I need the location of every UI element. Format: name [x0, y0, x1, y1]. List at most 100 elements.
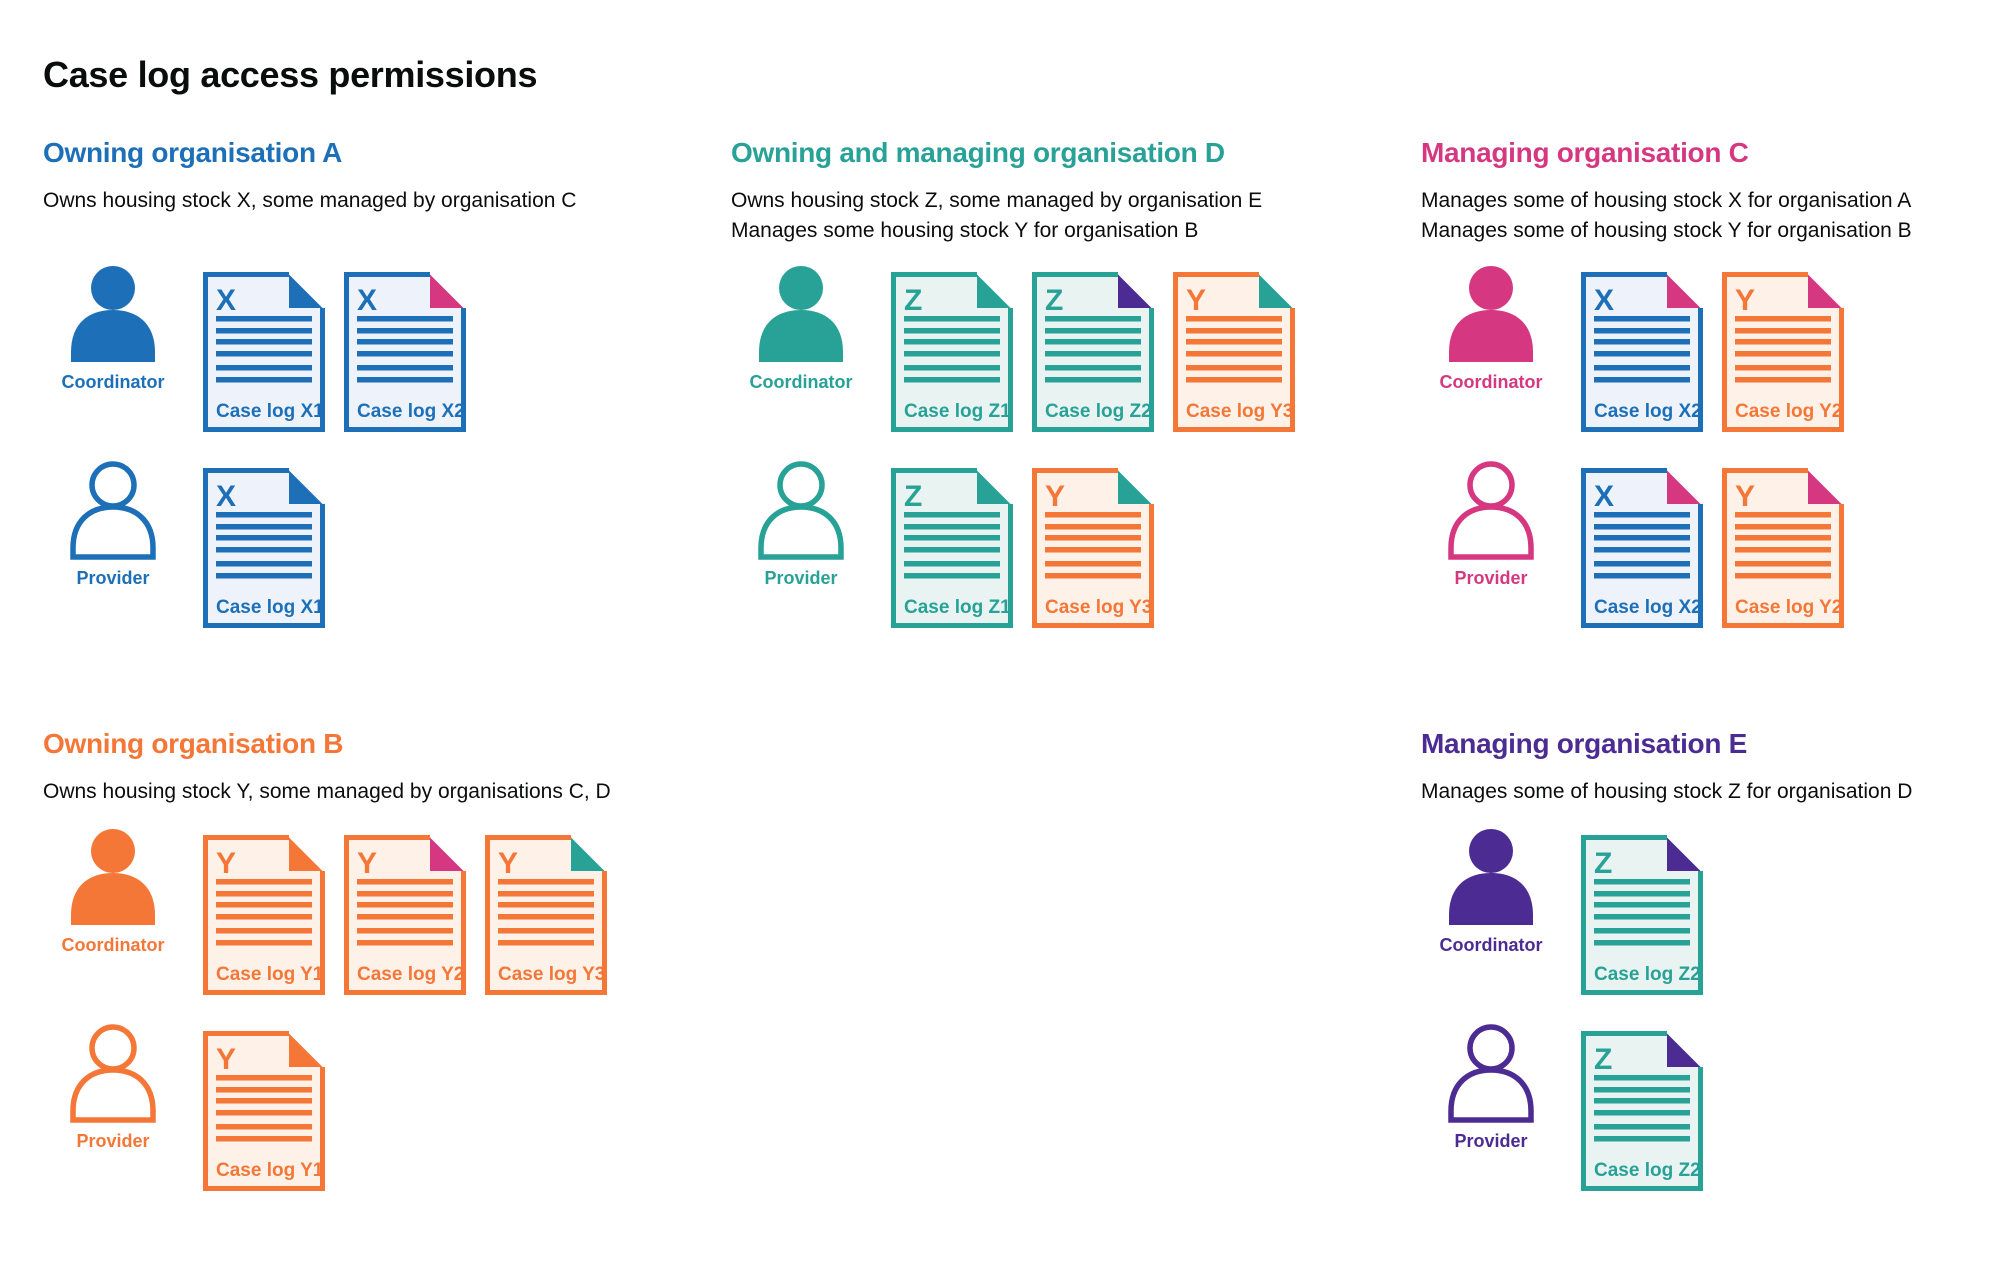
persona-provider: Provider	[731, 460, 871, 589]
stock-letter: Y	[1735, 480, 1755, 513]
stock-letter: Y	[498, 847, 518, 880]
folded-corner-icon	[1118, 470, 1152, 504]
folded-corner-icon	[289, 470, 323, 504]
case-log-document: Z Case log Z2	[1581, 835, 1703, 995]
section-owning-managing-organisation-d: Owning and managing organisation D Owns …	[731, 136, 1401, 628]
section-description-line: Owns housing stock X, some managed by or…	[43, 189, 577, 212]
case-log-document: Y Case log Y3	[1173, 272, 1295, 432]
section-owning-organisation-a: Owning organisation A Owns housing stock…	[43, 136, 713, 628]
stock-letter: Y	[216, 847, 236, 880]
stock-letter: Y	[1045, 480, 1065, 513]
folded-corner-icon	[977, 470, 1011, 504]
document-border	[1581, 1031, 1703, 1191]
folded-corner-icon	[1667, 274, 1701, 308]
persona-provider: Provider	[1421, 460, 1561, 589]
coordinator-person-icon	[1449, 829, 1533, 925]
section-heading: Managing organisation C	[1421, 137, 1749, 168]
case-log-label: Case log Z2	[1594, 1160, 1701, 1181]
persona-coordinator: Coordinator	[43, 264, 183, 393]
case-log-label: Case log Y2	[1735, 597, 1842, 618]
folded-corner-icon	[1118, 274, 1152, 308]
coordinator-row: Coordinator X Case log X1	[43, 266, 466, 432]
case-log-label: Case log Y2	[1735, 401, 1842, 422]
section-heading: Owning organisation B	[43, 728, 344, 759]
page-title: Case log access permissions	[43, 54, 538, 96]
folded-corner-icon	[1667, 470, 1701, 504]
role-label: Coordinator	[61, 372, 165, 392]
document-text-lines	[904, 512, 1000, 579]
document-text-lines	[1735, 316, 1831, 383]
stock-letter: Z	[904, 284, 922, 317]
provider-person-icon	[70, 1024, 156, 1123]
folded-corner-icon	[289, 274, 323, 308]
case-log-label: Case log X1	[216, 401, 324, 422]
coordinator-row: Coordinator X Case log X2	[1421, 266, 1844, 432]
case-log-document: Y Case log Y1	[203, 835, 325, 995]
document-border	[344, 272, 466, 432]
coordinator-person-icon	[71, 829, 155, 925]
document-border	[1581, 468, 1703, 628]
document-text-lines	[904, 316, 1000, 383]
case-log-document: X Case log X1	[203, 272, 325, 432]
document-border	[1032, 272, 1154, 432]
stock-letter: Z	[1594, 1043, 1612, 1076]
provider-row: Provider X Case log X2	[1421, 461, 1844, 628]
stock-letter: Z	[1594, 847, 1612, 880]
document-text-lines	[498, 879, 594, 946]
case-log-document: Z Case log Z1	[891, 468, 1013, 628]
coordinator-row: Coordinator Z Case log Z1	[731, 266, 1295, 432]
folded-corner-icon	[289, 837, 323, 871]
case-log-document: X Case log X2	[1581, 272, 1703, 432]
provider-row: Provider Y Case log Y1	[43, 1024, 325, 1191]
stock-letter: X	[357, 284, 377, 317]
persona-coordinator: Coordinator	[1421, 827, 1561, 956]
section-description-line: Manages some of housing stock Z for orga…	[1421, 780, 1913, 803]
role-label: Provider	[764, 568, 838, 588]
document-border	[891, 272, 1013, 432]
coordinator-row: Coordinator Z Case log Z2	[1421, 829, 1703, 995]
case-log-document: Y Case log Y3	[1032, 468, 1154, 628]
document-text-lines	[1735, 512, 1831, 579]
case-log-document: Y Case log Y1	[203, 1031, 325, 1191]
case-log-label: Case log X2	[357, 401, 465, 422]
case-log-label: Case log Y3	[1045, 597, 1152, 618]
role-label: Provider	[76, 568, 150, 588]
case-log-documents: Z Case log Z2	[1581, 1031, 1703, 1191]
section-description-line: Manages some of housing stock Y for orga…	[1421, 219, 1912, 242]
case-log-label: Case log X2	[1594, 597, 1702, 618]
section-description-line: Manages some of housing stock X for orga…	[1421, 189, 1912, 212]
document-text-lines	[216, 879, 312, 946]
case-log-document: Y Case log Y2	[344, 835, 466, 995]
document-border	[1581, 272, 1703, 432]
document-border	[1173, 272, 1295, 432]
document-text-lines	[1186, 316, 1282, 383]
coordinator-person-icon	[1449, 266, 1533, 362]
provider-row: Provider X Case log X1	[43, 461, 325, 628]
case-log-document: X Case log X2	[344, 272, 466, 432]
case-log-document: Y Case log Y2	[1722, 272, 1844, 432]
persona-coordinator: Coordinator	[1421, 264, 1561, 393]
case-log-label: Case log X1	[216, 597, 324, 618]
document-border	[203, 835, 325, 995]
folded-corner-icon	[1667, 1033, 1701, 1067]
document-border	[891, 468, 1013, 628]
provider-person-icon	[70, 461, 156, 560]
stock-letter: Y	[357, 847, 377, 880]
stock-letter: X	[1594, 480, 1614, 513]
case-log-document: Z Case log Z2	[1581, 1031, 1703, 1191]
case-log-document: Y Case log Y3	[485, 835, 607, 995]
case-log-label: Case log Z2	[1594, 964, 1701, 985]
case-log-document: Y Case log Y2	[1722, 468, 1844, 628]
folded-corner-icon	[571, 837, 605, 871]
document-text-lines	[1594, 1075, 1690, 1142]
document-border	[1722, 468, 1844, 628]
coordinator-row: Coordinator Y Case log Y1	[43, 829, 607, 995]
document-text-lines	[1594, 316, 1690, 383]
section-description-line: Owns housing stock Z, some managed by or…	[731, 189, 1263, 212]
stock-letter: X	[216, 480, 236, 513]
stock-letter: X	[1594, 284, 1614, 317]
case-log-documents: X Case log X1	[203, 468, 325, 628]
case-log-document: X Case log X1	[203, 468, 325, 628]
provider-person-icon	[758, 461, 844, 560]
